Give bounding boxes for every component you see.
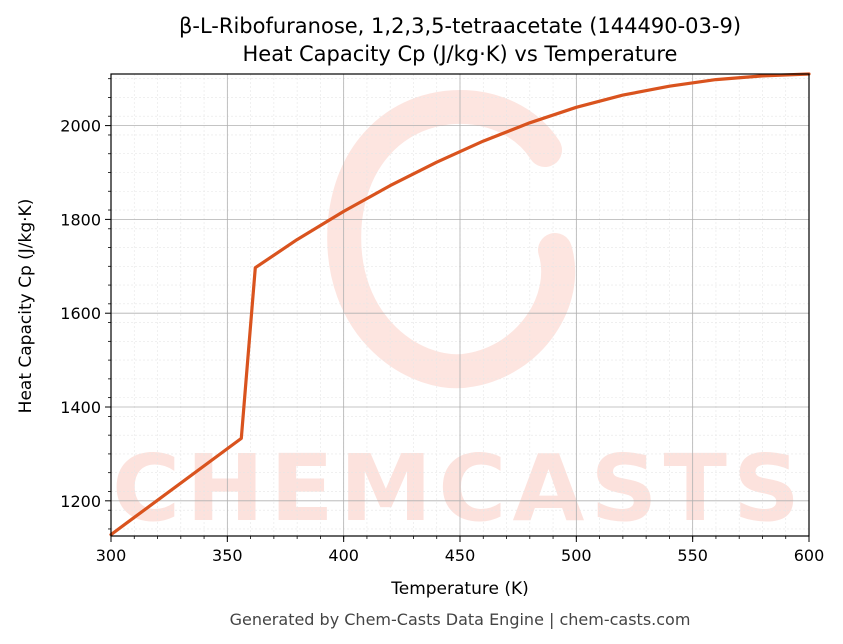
y-tick-label: 1400	[60, 398, 101, 417]
y-tick-label: 1800	[60, 210, 101, 229]
y-tick-label: 1200	[60, 492, 101, 511]
series-line	[109, 72, 811, 537]
chart-subtitle: Heat Capacity Cp (J/kg·K) vs Temperature	[243, 42, 678, 66]
x-tick-label: 600	[794, 546, 825, 565]
watermark-swirl-icon	[327, 90, 576, 389]
y-axis-label: Heat Capacity Cp (J/kg·K)	[16, 199, 36, 414]
watermark-text: CHEMCASTS	[112, 435, 806, 542]
x-tick-label: 450	[445, 546, 476, 565]
series-group	[109, 72, 811, 537]
footer-credit: Generated by Chem-Casts Data Engine | ch…	[230, 610, 691, 629]
watermark: CHEMCASTS	[112, 90, 806, 542]
x-tick-label: 500	[561, 546, 592, 565]
chart-title: β-L-Ribofuranose, 1,2,3,5-tetraacetate (…	[179, 14, 741, 38]
axis-ticks	[105, 78, 810, 542]
x-tick-label: 400	[328, 546, 359, 565]
x-tick-label: 300	[96, 546, 127, 565]
tick-labels: 300 350 400 450 500 550 600 1200 1400 1600 1800 200…	[60, 117, 824, 565]
x-tick-label: 350	[212, 546, 243, 565]
y-tick-label: 1600	[60, 304, 101, 323]
x-tick-label: 550	[677, 546, 708, 565]
y-tick-label: 2000	[60, 117, 101, 136]
x-axis-label: Temperature (K)	[390, 579, 529, 599]
